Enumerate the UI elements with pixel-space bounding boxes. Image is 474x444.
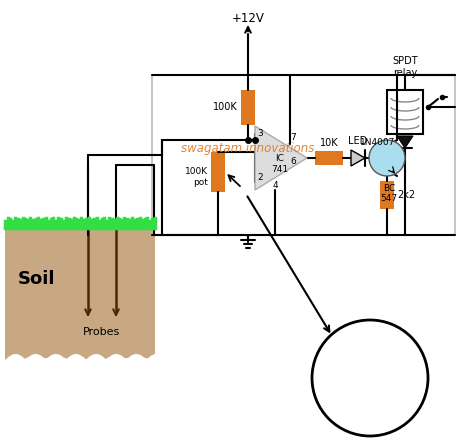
Text: 7: 7 — [290, 133, 296, 142]
Bar — [241, 90, 255, 125]
Polygon shape — [397, 136, 413, 148]
Text: 100K
pot: 100K pot — [185, 167, 208, 186]
Text: 3: 3 — [257, 129, 263, 138]
Text: 100K: 100K — [213, 102, 238, 112]
Bar — [152, 75, 455, 235]
Text: 10K: 10K — [319, 138, 338, 148]
Polygon shape — [5, 228, 155, 360]
Text: swagatam innovations: swagatam innovations — [182, 142, 315, 155]
Bar — [211, 152, 225, 192]
Text: 4: 4 — [272, 181, 278, 190]
Text: 2: 2 — [257, 173, 263, 182]
Bar — [315, 151, 343, 165]
Text: BC
547: BC 547 — [381, 184, 398, 203]
Circle shape — [369, 140, 405, 176]
Bar — [387, 90, 423, 134]
Text: Probes: Probes — [83, 327, 120, 337]
Text: 6: 6 — [290, 157, 296, 166]
Polygon shape — [351, 150, 365, 166]
Text: IC
741: IC 741 — [272, 155, 289, 174]
Circle shape — [312, 320, 428, 436]
Polygon shape — [255, 126, 307, 190]
Text: SPDT
relay: SPDT relay — [392, 56, 418, 78]
Text: +12V: +12V — [232, 12, 264, 25]
Text: 2k2: 2k2 — [397, 190, 415, 200]
Text: 1N4007: 1N4007 — [360, 138, 395, 147]
Text: LED: LED — [348, 136, 368, 146]
Bar — [380, 181, 394, 209]
Text: Soil: Soil — [18, 270, 55, 288]
